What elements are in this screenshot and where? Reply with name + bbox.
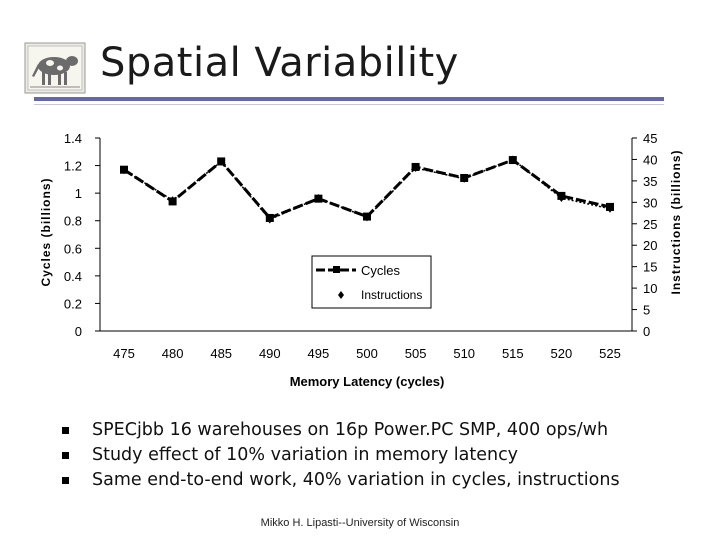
x-tick-label: 480 bbox=[162, 346, 184, 361]
y-tick-label: 1.4 bbox=[64, 131, 82, 146]
instructions-series-line bbox=[123, 158, 611, 221]
instructions-data-point bbox=[364, 213, 370, 222]
instructions-data-point bbox=[509, 155, 516, 164]
instructions-data-point bbox=[121, 166, 127, 175]
x-tick-label: 505 bbox=[405, 346, 427, 361]
y-tick-label: 0 bbox=[75, 324, 82, 339]
y2-tick-label: 25 bbox=[643, 217, 657, 232]
bullet-marker bbox=[62, 477, 69, 484]
slide-title: Spatial Variability bbox=[100, 40, 459, 86]
y-tick-label: 0.4 bbox=[64, 269, 82, 284]
title-underline bbox=[34, 97, 664, 101]
y2-tick-label: 0 bbox=[643, 324, 650, 339]
bullet-item: SPECjbb 16 warehouses on 16p Power.PC SM… bbox=[62, 418, 620, 443]
y2-tick-label: 5 bbox=[643, 303, 650, 318]
y2-tick-label: 15 bbox=[643, 260, 657, 275]
y-tick-label: 0.2 bbox=[64, 296, 82, 311]
bullet-item: Study effect of 10% variation in memory … bbox=[62, 443, 620, 468]
bullet-list: SPECjbb 16 warehouses on 16p Power.PC SM… bbox=[62, 418, 620, 493]
x-tick-label: 510 bbox=[453, 346, 475, 361]
x-tick-label: 485 bbox=[210, 346, 232, 361]
x-tick-label: 500 bbox=[356, 346, 378, 361]
y2-tick-label: 35 bbox=[643, 174, 657, 189]
y2-tick-label: 45 bbox=[643, 131, 657, 146]
y-tick-label: 0.8 bbox=[64, 214, 82, 229]
line-chart: 00.20.40.60.811.21.405101520253035404547… bbox=[39, 131, 683, 389]
title-underline-thin bbox=[34, 104, 664, 105]
y-tick-label: 1.2 bbox=[64, 159, 82, 174]
y2-tick-label: 40 bbox=[643, 152, 657, 167]
y-axis-label: Cycles (billions) bbox=[39, 177, 53, 286]
instructions-data-point bbox=[412, 164, 419, 173]
cycles-series-line bbox=[123, 158, 611, 220]
y2-tick-label: 30 bbox=[643, 195, 657, 210]
x-tick-label: 475 bbox=[113, 346, 135, 361]
legend-cycles-marker bbox=[333, 266, 340, 273]
instructions-data-point bbox=[169, 196, 176, 205]
y-tick-label: 1 bbox=[75, 186, 82, 201]
chart-axes bbox=[99, 138, 633, 332]
y2-axis-label: Instructions (billions) bbox=[669, 150, 683, 295]
x-tick-label: 515 bbox=[502, 346, 524, 361]
cow-logo-icon bbox=[24, 42, 86, 94]
instructions-data-point bbox=[558, 194, 565, 203]
y2-tick-label: 20 bbox=[643, 238, 657, 253]
instructions-data-point bbox=[218, 157, 225, 166]
chart-legend: Cycles Instructions bbox=[311, 255, 432, 309]
x-tick-label: 490 bbox=[259, 346, 281, 361]
chart-ticks: 00.20.40.60.811.21.405101520253035404547… bbox=[64, 131, 658, 361]
x-tick-label: 525 bbox=[599, 346, 621, 361]
instructions-data-point bbox=[461, 174, 468, 183]
legend-cycles-label: Cycles bbox=[361, 263, 401, 278]
y-tick-label: 0.6 bbox=[64, 241, 82, 256]
x-tick-label: 520 bbox=[551, 346, 573, 361]
bullet-marker bbox=[62, 427, 69, 434]
x-tick-label: 495 bbox=[308, 346, 330, 361]
slide-footer: Mikko H. Lipasti--University of Wisconsi… bbox=[260, 517, 460, 529]
legend-instructions-label: Instructions bbox=[361, 288, 422, 302]
legend-instructions-marker bbox=[338, 291, 344, 299]
instructions-data-point bbox=[607, 204, 613, 213]
chart-series bbox=[120, 155, 614, 224]
instructions-data-point bbox=[266, 215, 273, 224]
bullet-marker bbox=[62, 452, 69, 459]
instructions-data-point bbox=[315, 194, 322, 203]
y2-tick-label: 10 bbox=[643, 281, 657, 296]
bullet-item: Same end-to-end work, 40% variation in c… bbox=[62, 468, 620, 493]
x-axis-label: Memory Latency (cycles) bbox=[290, 374, 445, 389]
